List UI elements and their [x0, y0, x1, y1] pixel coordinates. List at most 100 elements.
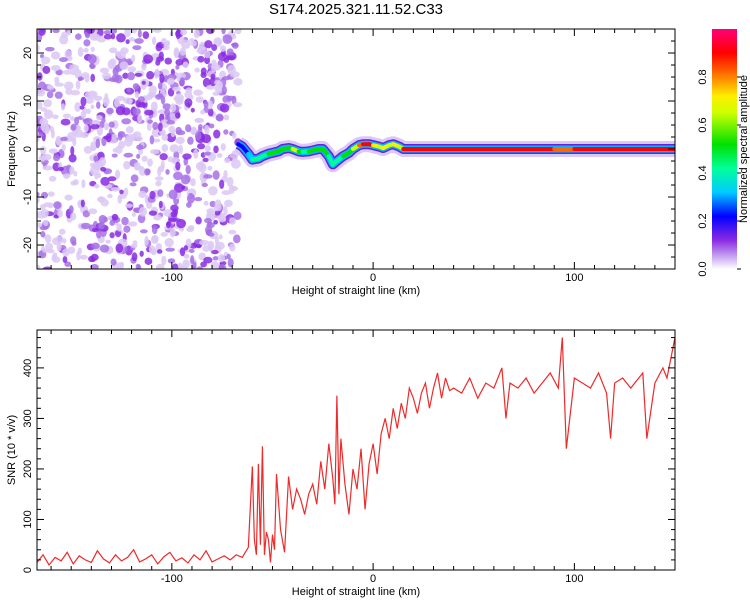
noise-blob — [220, 143, 226, 151]
noise-blob — [84, 97, 94, 104]
noise-blob — [54, 76, 60, 85]
noise-blob — [58, 228, 66, 235]
noise-blob — [98, 157, 107, 167]
noise-blob — [182, 61, 189, 69]
snr-y-label: SNR (10 * v/v) — [6, 415, 18, 485]
noise-blob — [173, 47, 180, 58]
noise-blob — [48, 175, 57, 182]
noise-blob — [80, 110, 87, 119]
noise-blob — [232, 132, 237, 139]
colorbar-tick-label: 0.8 — [697, 69, 709, 84]
noise-blob — [203, 100, 209, 109]
noise-blob — [153, 29, 162, 33]
noise-blob — [223, 129, 229, 135]
noise-blob — [193, 148, 199, 159]
noise-blob — [204, 151, 211, 156]
noise-blob — [208, 243, 213, 253]
noise-blob — [164, 41, 171, 47]
noise-blob — [83, 47, 89, 53]
noise-blob — [47, 202, 54, 209]
noise-blob — [38, 155, 46, 162]
noise-blob — [213, 145, 219, 154]
noise-blob — [155, 263, 165, 269]
noise-blob — [136, 136, 143, 142]
noise-blob — [103, 122, 110, 131]
noise-blob — [69, 116, 76, 121]
noise-blob — [152, 121, 159, 130]
noise-blob — [150, 235, 159, 244]
noise-blob — [59, 34, 69, 45]
noise-blob — [93, 95, 103, 102]
noise-blob — [194, 131, 202, 141]
noise-blob — [137, 101, 146, 108]
colorbar-label: Normalized spectral amplitude — [738, 75, 750, 223]
spectrogram-x-tick-label: 0 — [370, 272, 376, 284]
noise-blob — [233, 234, 241, 244]
noise-blob — [187, 136, 194, 145]
noise-blob — [222, 95, 232, 104]
noise-blob — [52, 114, 59, 120]
noise-blob — [229, 243, 236, 252]
noise-blob — [54, 91, 63, 99]
noise-blob — [172, 86, 181, 92]
noise-blob — [52, 29, 60, 34]
noise-blob — [115, 243, 124, 254]
noise-blob — [204, 40, 213, 49]
noise-blob — [162, 103, 172, 110]
noise-blob — [226, 176, 234, 187]
noise-blob — [75, 33, 82, 40]
snr-series-line — [37, 337, 675, 566]
noise-blob — [119, 61, 129, 70]
noise-blob — [131, 252, 138, 262]
noise-blob — [62, 113, 72, 119]
noise-blob — [74, 102, 82, 113]
noise-blob — [164, 57, 172, 65]
noise-blob — [137, 114, 143, 124]
noise-blob — [195, 216, 202, 225]
noise-blob — [136, 144, 144, 150]
noise-blob — [96, 126, 103, 136]
spectrogram-x-label: Height of straight line (km) — [292, 285, 420, 297]
noise-blob — [201, 182, 208, 188]
noise-blob — [48, 148, 58, 154]
noise-blob — [132, 45, 142, 51]
noise-blob — [53, 154, 61, 162]
snr-x-label: Height of straight line (km) — [292, 586, 420, 598]
noise-blob — [159, 73, 165, 84]
noise-blob — [111, 213, 119, 221]
spectrogram-y-tick-label: -10 — [22, 189, 34, 205]
noise-blob — [136, 264, 142, 269]
noise-blob — [37, 88, 46, 97]
noise-blob — [64, 261, 72, 267]
noise-blob — [101, 72, 111, 80]
noise-blob — [119, 261, 125, 268]
noise-blob — [74, 69, 82, 79]
noise-blob — [219, 179, 225, 189]
noise-blob — [190, 107, 195, 113]
noise-blob — [195, 118, 203, 123]
noise-blob — [100, 167, 107, 172]
noise-blob — [42, 65, 51, 74]
noise-blob — [212, 256, 219, 261]
noise-blob — [114, 169, 121, 180]
noise-blob — [196, 143, 206, 150]
noise-blob — [222, 34, 233, 45]
noise-blob — [43, 99, 52, 108]
noise-blob — [70, 123, 77, 131]
noise-blob — [222, 76, 231, 81]
colorbar: 0.0 0.2 0.4 0.6 0.8 Normalized spectral ampl… — [697, 29, 750, 277]
noise-blob — [114, 98, 120, 108]
noise-blob — [222, 205, 228, 216]
noise-blob — [118, 131, 126, 138]
noise-blob — [80, 222, 91, 230]
noise-blob — [168, 125, 176, 133]
noise-blob — [208, 123, 215, 129]
noise-blob — [166, 77, 175, 85]
noise-blob — [197, 55, 205, 63]
noise-blob — [55, 69, 63, 76]
noise-blob — [190, 178, 196, 187]
spectrogram-y-tick-label: -20 — [22, 237, 34, 253]
noise-blob — [200, 152, 206, 158]
